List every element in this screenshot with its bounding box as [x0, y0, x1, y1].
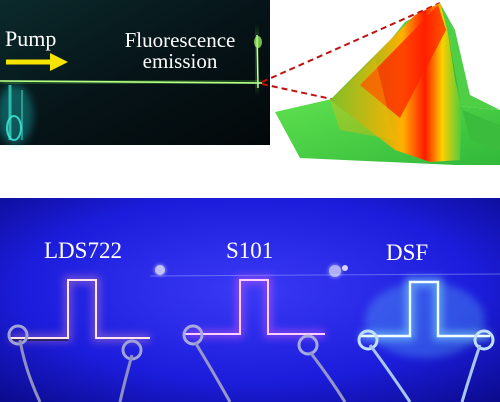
s101-waveguide [182, 276, 347, 402]
pump-label: Pump [5, 26, 57, 51]
chip-photograph [0, 198, 500, 402]
chip-label-lds722: LDS722 [44, 238, 122, 263]
fluorescence-label-line2: emission [142, 49, 218, 73]
pump-arrow-icon [6, 53, 68, 71]
waveguide-micrograph [0, 0, 270, 145]
chip-label-dsf: DSF [386, 240, 429, 265]
fluorescence-emission-label: Fluorescence emission [100, 30, 260, 72]
dsf-waveguide [357, 277, 495, 402]
intensity-profile-3d [275, 3, 500, 165]
fluorescence-label-line1: Fluorescence [124, 28, 236, 52]
lds722-waveguide [7, 276, 150, 402]
chip-label-s101: S101 [226, 238, 274, 263]
